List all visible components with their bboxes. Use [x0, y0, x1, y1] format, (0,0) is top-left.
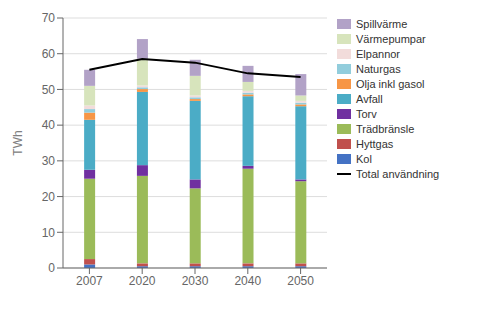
html-text:Värmepumpar: Värmepumpar: [356, 33, 426, 45]
html-text:Torv: Torv: [356, 108, 377, 120]
html-text:Naturgas: Naturgas: [356, 63, 401, 75]
svg-text:TWh: TWh: [11, 130, 25, 155]
svg-text:2030: 2030: [182, 274, 209, 288]
svg-text:2020: 2020: [129, 274, 156, 288]
html-text:Hyttgas: Hyttgas: [356, 138, 394, 150]
html-text:Avfall: Avfall: [356, 93, 383, 105]
html-text:Olja inkl gasol: Olja inkl gasol: [356, 78, 425, 90]
svg-text:0: 0: [48, 261, 55, 275]
svg-text:20: 20: [42, 190, 56, 204]
svg-text:50: 50: [42, 83, 56, 97]
html-text:Spillvärme: Spillvärme: [356, 18, 408, 30]
svg-text:60: 60: [42, 47, 56, 61]
svg-text:10: 10: [42, 226, 56, 240]
html-text:Trädbränsle: Trädbränsle: [356, 123, 415, 135]
svg-text:2007: 2007: [76, 274, 103, 288]
html-text:Elpannor: Elpannor: [356, 48, 400, 60]
html-text:Kol: Kol: [356, 153, 372, 165]
svg-text:2040: 2040: [234, 274, 261, 288]
svg-text:40: 40: [42, 118, 56, 132]
svg-text:2050: 2050: [287, 274, 314, 288]
html-text:Total användning: Total användning: [356, 168, 440, 180]
svg-text:70: 70: [42, 11, 56, 25]
svg-text:30: 30: [42, 154, 56, 168]
